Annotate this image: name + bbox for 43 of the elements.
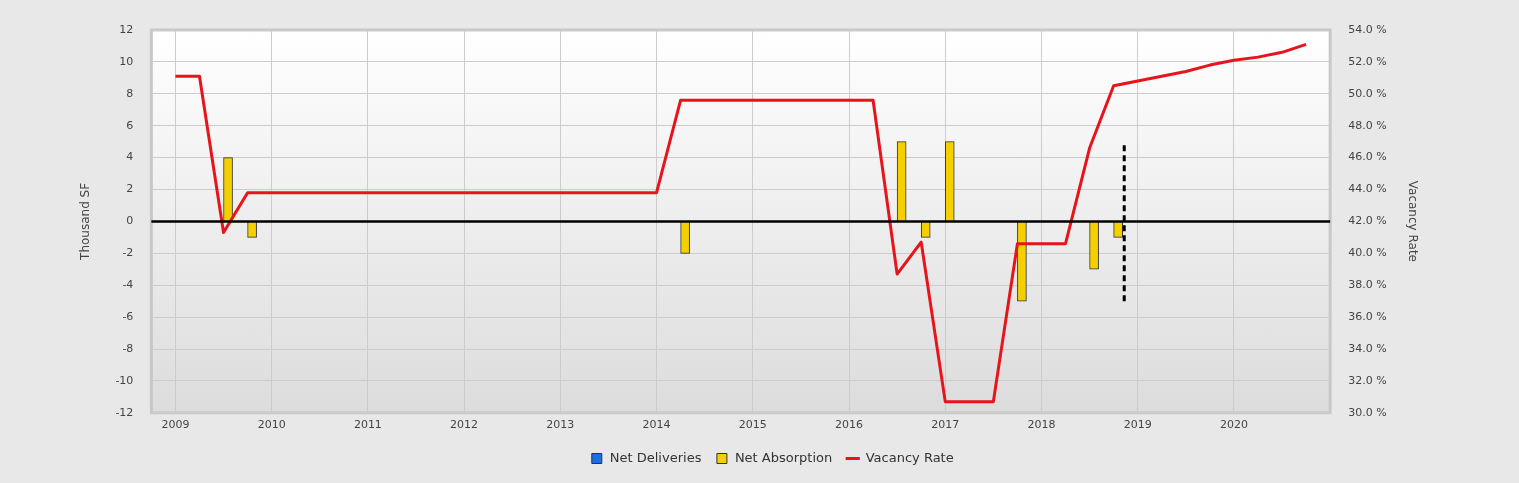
- x-tick-label: 2016: [835, 418, 864, 432]
- x-tick-label: 2019: [1123, 418, 1152, 432]
- y2-tick-label: 34.0 %: [1348, 341, 1387, 355]
- x-tick-label: 2014: [642, 418, 671, 432]
- y-tick-label: -8: [122, 341, 134, 355]
- x-tick-label: 2012: [450, 418, 479, 432]
- x-tick-label: 2017: [931, 418, 960, 432]
- x-tick-label: 2013: [546, 418, 575, 432]
- y-axis-title: Thousand SF: [78, 182, 93, 261]
- y2-tick-label: 38.0 %: [1348, 278, 1387, 292]
- y2-tick-label: 40.0 %: [1348, 246, 1387, 260]
- y2-tick-label: 42.0 %: [1348, 214, 1387, 228]
- y2-tick-label: 54.0 %: [1348, 22, 1387, 36]
- x-tick-label: 2009: [161, 418, 190, 432]
- y2-tick-label: 46.0 %: [1348, 150, 1387, 164]
- y-tick-label: 12: [119, 22, 134, 36]
- y2-tick-label: 48.0 %: [1348, 118, 1387, 132]
- y-tick-label: -2: [122, 246, 134, 260]
- y-tick-label: 2: [126, 182, 134, 196]
- legend-label: Vacancy Rate: [865, 449, 954, 465]
- y-tick-label: -4: [122, 278, 134, 292]
- y2-tick-label: 30.0 %: [1348, 405, 1387, 419]
- y2-tick-label: 36.0 %: [1348, 309, 1387, 323]
- x-tick-label: 2015: [738, 418, 767, 432]
- y2-tick-label: 52.0 %: [1348, 54, 1387, 68]
- y-tick-label: 10: [119, 54, 134, 68]
- y-tick-label: 8: [126, 86, 134, 100]
- legend-label: Net Absorption: [734, 449, 833, 465]
- x-tick-label: 2018: [1027, 418, 1056, 432]
- y-tick-label: -6: [122, 309, 134, 323]
- y2-tick-label: 50.0 %: [1348, 86, 1387, 100]
- y2-tick-label: 44.0 %: [1348, 182, 1387, 196]
- y-tick-label: -10: [115, 373, 134, 387]
- y-tick-label: 6: [126, 118, 134, 132]
- y-tick-label: 4: [126, 150, 134, 164]
- x-tick-label: 2010: [257, 418, 286, 432]
- x-tick-label: 2020: [1219, 418, 1248, 432]
- y2-tick-label: 32.0 %: [1348, 373, 1387, 387]
- y2-axis-title: Vacancy Rate: [1405, 180, 1420, 263]
- legend-label: Net Deliveries: [609, 449, 702, 465]
- x-tick-label: 2011: [353, 418, 382, 432]
- y-tick-label: -12: [115, 405, 134, 419]
- y-tick-label: 0: [126, 214, 134, 228]
